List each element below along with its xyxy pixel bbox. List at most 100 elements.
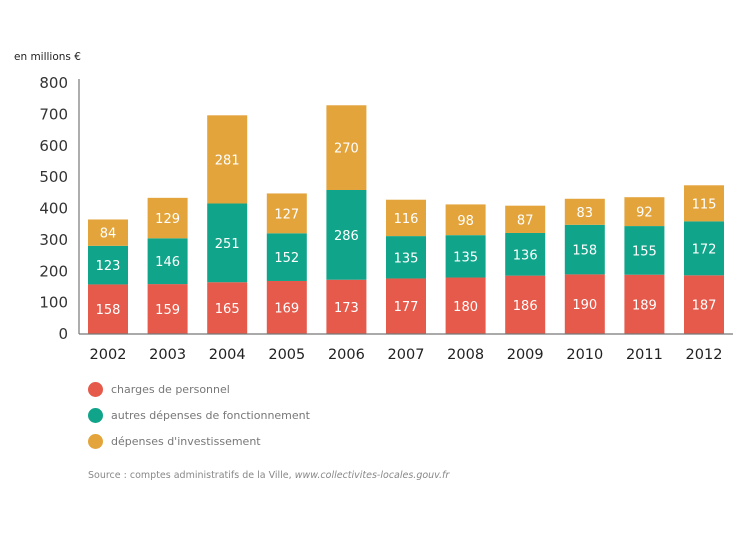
bar-segment: [147, 284, 188, 334]
bar-stack-2007: 177 135 116: [386, 199, 426, 334]
legend-swatch-personnel: [88, 381, 103, 397]
data-label: 159: [155, 303, 180, 318]
x-axis-ticks: 2002 2003 2004 2005 2006 2007 2008 2009 2010 2011…: [90, 347, 723, 363]
data-label: 158: [572, 244, 597, 259]
data-label: 152: [274, 251, 299, 266]
bar-segment: [505, 275, 546, 334]
bar-segment: [564, 198, 605, 225]
bar-segment: [386, 199, 426, 237]
data-label: 251: [215, 237, 240, 252]
data-label: 98: [457, 214, 474, 229]
bar-segment: [445, 277, 486, 334]
bar-segment: [684, 275, 724, 334]
bar-stack-2012: 187 172 115: [684, 185, 724, 334]
data-label: 177: [394, 300, 419, 315]
x-tick-label: 2008: [447, 347, 484, 363]
data-label: 155: [632, 244, 657, 259]
x-tick-label: 2007: [388, 347, 425, 363]
data-label: 127: [274, 207, 299, 222]
bar-segment: [147, 197, 188, 239]
data-label: 158: [96, 303, 121, 318]
data-label: 286: [334, 229, 359, 244]
legend-label: autres dépenses de fonctionnement: [111, 408, 310, 422]
data-label: 189: [632, 298, 657, 313]
bar-stack-2010: 190 158 83: [564, 198, 605, 334]
data-label: 136: [513, 248, 538, 263]
data-label: 84: [100, 227, 117, 242]
bar-segment: [88, 284, 128, 334]
data-label: 169: [274, 301, 299, 316]
bar-segment: [88, 219, 128, 246]
bar-segment: [266, 233, 307, 281]
x-tick-label: 2005: [268, 347, 305, 363]
data-label: 190: [572, 298, 597, 313]
y-tick-label: 200: [39, 262, 68, 280]
data-label: 172: [692, 242, 717, 257]
bar-segment: [624, 226, 665, 275]
y-tick-label: 800: [39, 74, 68, 92]
y-tick-label: 500: [39, 168, 68, 186]
bar-stack-2006: 173 286 270: [326, 105, 367, 334]
source-text: Source : comptes administratifs de la Vi…: [88, 470, 295, 481]
legend-swatch-fonctionnement: [88, 407, 103, 423]
bar-segment: [266, 280, 307, 334]
bar-stack-2005: 169 152 127: [266, 193, 307, 334]
y-axis-unit-label: en millions €: [14, 51, 81, 63]
data-label: 281: [215, 153, 240, 168]
bar-stack-2011: 189 155 92: [624, 197, 665, 334]
x-tick-label: 2009: [507, 347, 544, 363]
data-label: 135: [394, 251, 419, 266]
bar-segment: [684, 185, 724, 222]
bar-segment: [564, 224, 605, 275]
bar-segment: [505, 205, 546, 233]
bar-segment: [624, 197, 665, 227]
x-tick-label: 2004: [209, 347, 246, 363]
data-label: 270: [334, 142, 359, 157]
data-label: 115: [692, 197, 717, 212]
data-label: 87: [517, 213, 534, 228]
bar-stack-2003: 159 146 129: [147, 197, 188, 334]
y-tick-label: 600: [39, 137, 68, 155]
x-tick-label: 2003: [149, 347, 186, 363]
bar-segment: [207, 115, 248, 204]
x-tick-label: 2012: [686, 347, 723, 363]
y-tick-label: 100: [39, 294, 68, 312]
legend-item-personnel: charges de personnel: [88, 376, 310, 402]
data-label: 92: [636, 206, 653, 221]
bar-segment: [326, 279, 367, 334]
x-tick-label: 2006: [328, 347, 365, 363]
bar-segment: [147, 238, 188, 285]
data-label: 187: [692, 299, 717, 314]
x-tick-label: 2010: [566, 347, 603, 363]
y-axis-ticks: 0 100 200 300 400 500 600 700 800: [39, 74, 68, 343]
bar-segment: [207, 282, 248, 334]
y-tick-label: 400: [39, 200, 68, 218]
y-tick-label: 700: [39, 105, 68, 123]
data-label: 186: [513, 299, 538, 314]
x-tick-label: 2011: [626, 347, 663, 363]
bar-stack-2009: 186 136 87: [505, 205, 546, 334]
data-label: 165: [215, 302, 240, 317]
data-label: 129: [155, 212, 180, 227]
bar-stack-2008: 180 135 98: [445, 204, 486, 334]
bar-segment: [266, 193, 307, 234]
bar-segment: [684, 221, 724, 276]
bar-stack-2004: 165 251 281: [207, 115, 248, 334]
legend-label: charges de personnel: [111, 382, 230, 396]
source-note: Source : comptes administratifs de la Vi…: [88, 470, 449, 481]
bar-segment: [386, 278, 426, 334]
data-label: 180: [453, 300, 478, 315]
bar-segment: [564, 274, 605, 334]
legend: charges de personnel autres dépenses de …: [88, 376, 310, 454]
bar-segment: [445, 204, 486, 236]
legend-item-investissement: dépenses d'investissement: [88, 428, 310, 454]
data-label: 173: [334, 301, 359, 316]
legend-item-fonctionnement: autres dépenses de fonctionnement: [88, 402, 310, 428]
bar-segment: [386, 236, 426, 279]
bar-stack-2002: 158 123 84: [88, 219, 128, 334]
legend-label: dépenses d'investissement: [111, 434, 261, 448]
bar-segment: [445, 235, 486, 278]
data-label: 116: [394, 212, 419, 227]
y-tick-label: 300: [39, 231, 68, 249]
data-label: 83: [577, 206, 594, 221]
